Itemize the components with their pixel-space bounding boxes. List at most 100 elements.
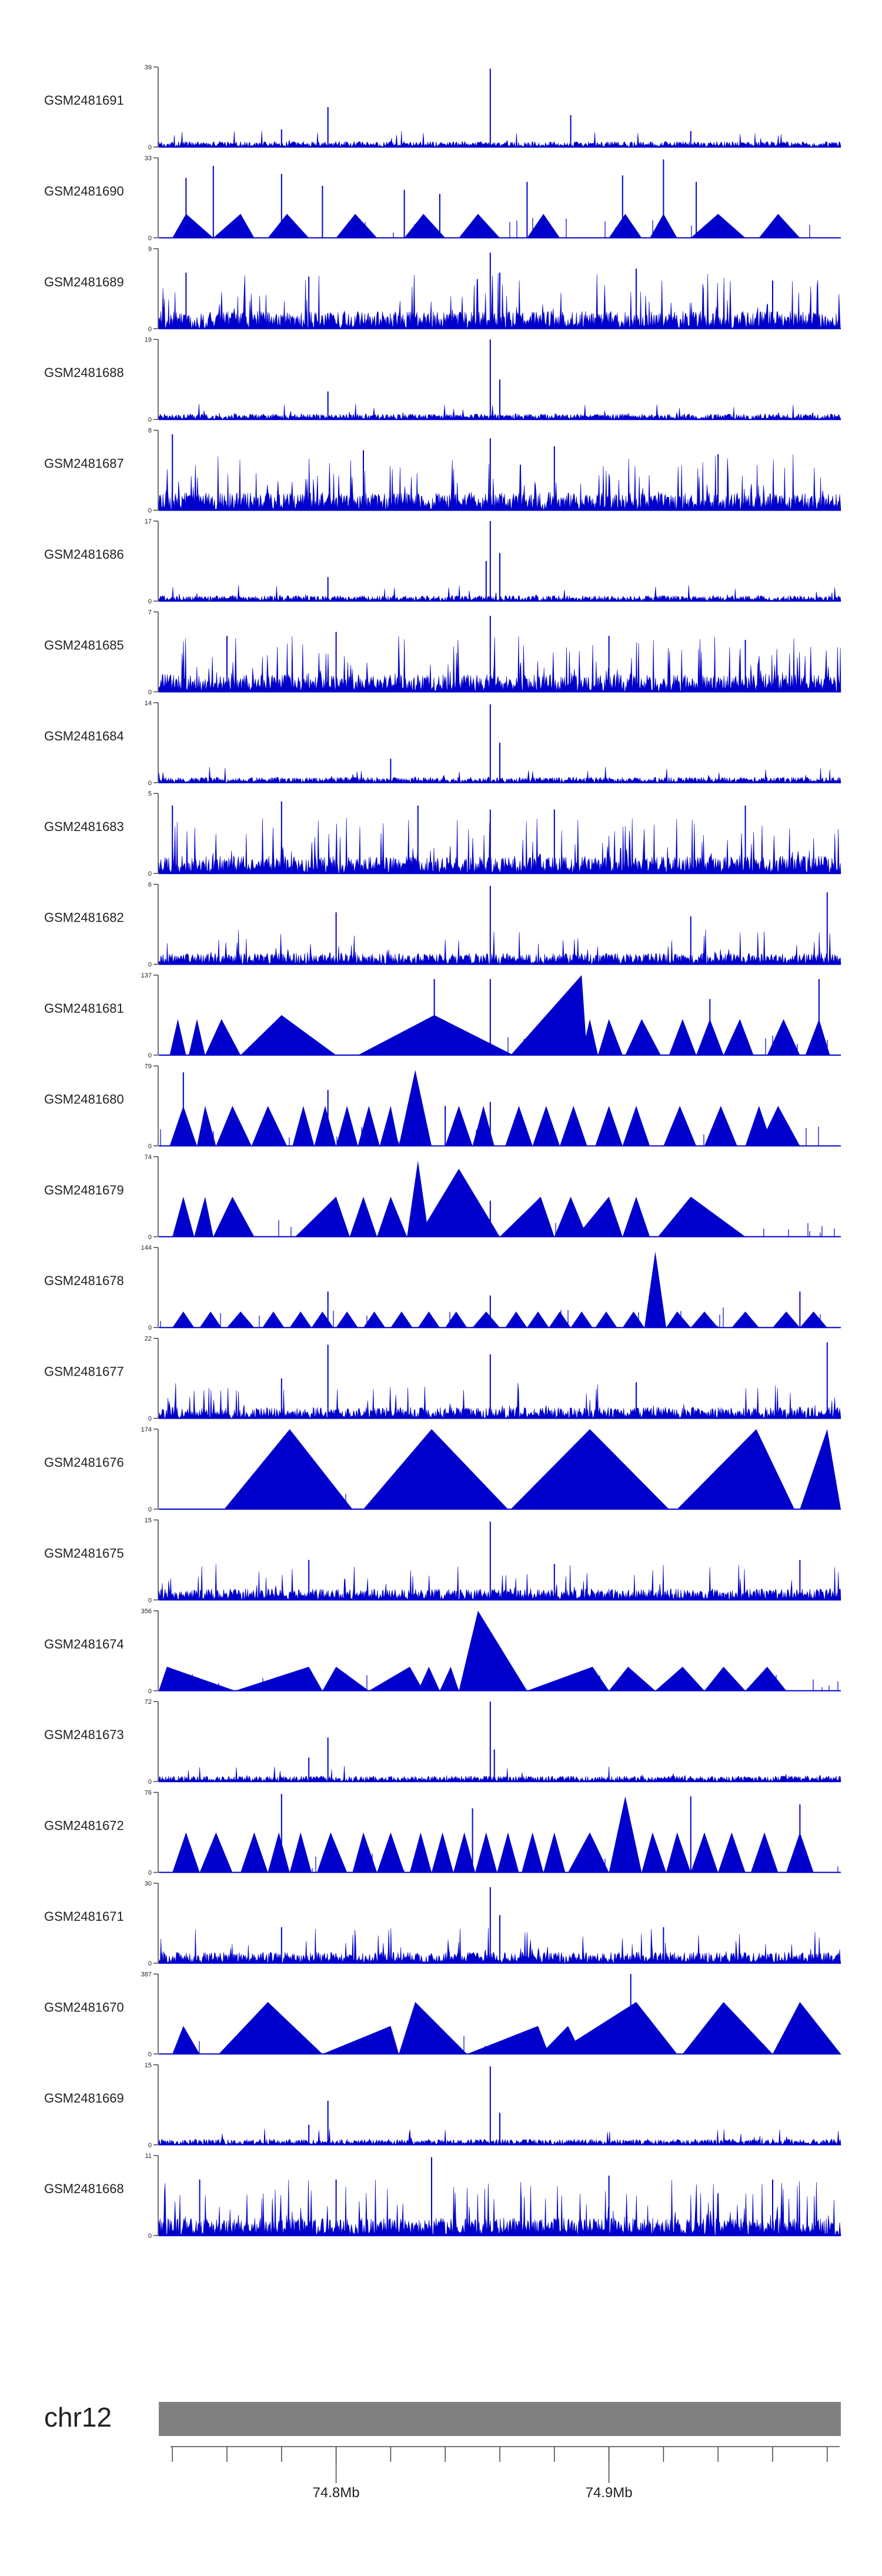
signal-triangle [677, 1429, 795, 1509]
signal-triangle [475, 1832, 497, 1873]
signal-triangle [576, 1196, 623, 1237]
y-max-label: 19 [145, 336, 152, 343]
track-label: GSM2481690 [44, 183, 124, 198]
signal-triangle [317, 1832, 348, 1873]
y-max-label: 174 [141, 1426, 152, 1433]
signal-triangle [289, 1832, 312, 1873]
signal-triangle [311, 1312, 333, 1328]
signal-triangle [358, 1015, 514, 1055]
signal-triangle [773, 2002, 841, 2054]
track-GSM2481668: GSM2481668 11 0 [44, 2153, 841, 2240]
y-min-label: 0 [148, 870, 152, 877]
track-GSM2481670: GSM2481670 387 0 [44, 1971, 841, 2058]
y-min-label: 0 [148, 2051, 152, 2058]
signal-triangle [439, 1667, 459, 1691]
signal-triangle [505, 1312, 527, 1328]
signal-triangle [292, 1106, 315, 1146]
signal-triangle [445, 1312, 467, 1328]
signal-triangle [723, 1019, 754, 1055]
track-label: GSM2481671 [44, 1909, 124, 1924]
signal-area [158, 131, 841, 148]
y-min-label: 0 [148, 1143, 152, 1150]
signal-triangle [349, 1196, 377, 1237]
signal-spikes [195, 218, 810, 238]
y-min-label: 0 [148, 1778, 152, 1786]
track-GSM2481689: GSM2481689 9 0 [44, 246, 841, 333]
y-max-label: 387 [141, 1971, 152, 1978]
track-label: GSM2481689 [44, 275, 124, 289]
signal-triangle [622, 1196, 650, 1237]
signal-area [158, 2180, 841, 2236]
y-min-label: 0 [148, 508, 152, 515]
signal-area [158, 454, 841, 511]
signal-triangle [560, 1106, 587, 1146]
y-min-label: 0 [148, 598, 152, 605]
signal-triangle [549, 1312, 571, 1328]
signal-triangle [240, 1832, 268, 1873]
signal-spikes [160, 1307, 821, 1328]
track-label: GSM2481678 [44, 1273, 124, 1288]
track-GSM2481673: GSM2481673 72 0 [44, 1699, 841, 1786]
y-min-label: 0 [148, 780, 152, 787]
signal-triangle [289, 1312, 312, 1328]
signal-triangle [216, 1106, 252, 1146]
signal-triangle [625, 1019, 661, 1055]
signal-spikes [199, 2036, 835, 2054]
track-label: GSM2481679 [44, 1183, 124, 1197]
signal-triangle [445, 1106, 473, 1146]
signal-triangle [655, 1667, 704, 1691]
y-min-label: 0 [148, 416, 152, 423]
track-label: GSM2481683 [44, 819, 124, 834]
y-max-label: 39 [145, 64, 152, 71]
signal-triangle [172, 1832, 200, 1873]
signal-triangle [172, 1312, 195, 1328]
signal-triangle [417, 1169, 500, 1237]
signal-triangle [336, 1106, 358, 1146]
signal-triangle [690, 1832, 719, 1873]
signal-triangle [690, 213, 746, 238]
signal-triangle [759, 213, 800, 238]
signal-triangle [644, 1252, 666, 1328]
signal-triangle [199, 1312, 222, 1328]
signal-triangle [663, 1106, 697, 1146]
track-GSM2481691: GSM2481691 39 0 [44, 64, 841, 151]
signal-triangle [731, 1312, 759, 1328]
signal-triangle [363, 1429, 508, 1509]
y-max-label: 144 [141, 1244, 152, 1252]
signal-triangle [407, 1160, 429, 1237]
signal-triangle [669, 1019, 697, 1055]
signal-triangle [543, 1832, 566, 1873]
signal-spikes [174, 1219, 835, 1237]
signal-triangle [682, 2002, 773, 2054]
signal-triangle [609, 1667, 656, 1691]
track-GSM2481681: GSM2481681 137 0 [44, 972, 841, 1059]
signal-area [158, 817, 841, 874]
signal-triangle [417, 1667, 440, 1691]
signal-triangle [718, 1832, 746, 1873]
signal-triangle [609, 213, 642, 238]
track-label: GSM2481685 [44, 638, 124, 652]
signal-triangle [268, 1832, 290, 1873]
signal-triangle [527, 1312, 549, 1328]
signal-triangle [224, 1429, 353, 1509]
signal-triangle [377, 1832, 405, 1873]
signal-spikes [176, 1035, 828, 1055]
signal-triangle [213, 1196, 255, 1237]
signal-triangle [497, 1832, 519, 1873]
signal-triangle [358, 1106, 380, 1146]
signal-triangle [295, 1196, 350, 1237]
track-label: GSM2481681 [44, 1001, 124, 1016]
signal-triangle [472, 1312, 500, 1328]
track-label: GSM2481686 [44, 547, 124, 562]
signal-triangle [205, 1019, 241, 1055]
y-max-label: 14 [145, 700, 152, 707]
signal-area [158, 1564, 841, 1601]
y-max-label: 22 [145, 1336, 152, 1343]
track-label: GSM2481669 [44, 2091, 124, 2105]
ruler-tick-label: 74.8Mb [313, 2485, 360, 2501]
signal-triangle [352, 1832, 377, 1873]
signal-triangle [390, 1312, 413, 1328]
y-max-label: 79 [145, 1063, 152, 1070]
y-max-label: 33 [145, 155, 152, 162]
signal-triangle [805, 1019, 830, 1055]
